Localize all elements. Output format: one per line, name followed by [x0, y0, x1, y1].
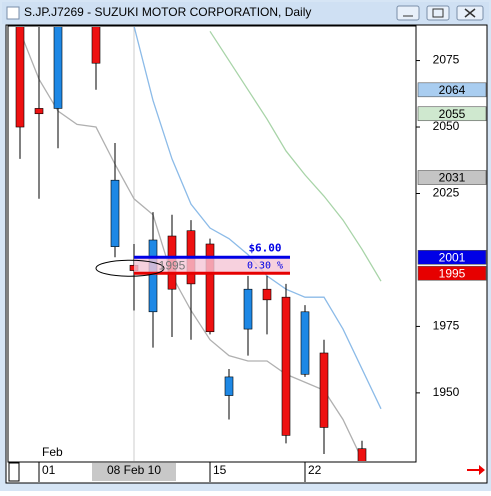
price-marker-label: 2055 — [439, 107, 466, 121]
plot-group: 1995 $6.00 0.30 % — [15, 27, 382, 461]
window-icon — [6, 6, 20, 20]
y-tick-label: 1975 — [433, 319, 460, 333]
candle-body — [15, 27, 25, 128]
measure-low-label: 1995 — [159, 258, 186, 272]
x-tick-label: 01 — [42, 463, 56, 477]
price-marker-label: 1995 — [439, 266, 466, 280]
price-marker — [417, 265, 487, 281]
candle-body — [34, 108, 44, 115]
y-tick-label: 2025 — [433, 186, 460, 200]
month-label: Feb — [42, 445, 63, 459]
title-bar — [2, 2, 489, 24]
candle-body — [91, 27, 101, 64]
price-marker-label: 2031 — [439, 171, 466, 185]
candle-body — [357, 448, 367, 461]
scroll-arrow[interactable] — [467, 465, 485, 475]
candle-body — [224, 376, 234, 396]
price-marker — [417, 249, 487, 265]
y-tick-label: 2050 — [433, 119, 460, 133]
window-title: S.JP.J7269 - SUZUKI MOTOR CORPORATION, D… — [24, 5, 311, 19]
y-tick-label: 1950 — [433, 385, 460, 399]
crosshair-date-box — [92, 463, 176, 481]
candle-body — [205, 243, 215, 333]
candle-body — [300, 311, 310, 375]
price-marker-label: 2001 — [439, 250, 466, 264]
candle-body — [281, 296, 291, 436]
x-tick-label: 15 — [213, 463, 227, 477]
maximize-button[interactable] — [426, 5, 450, 21]
y-tick-label: 2075 — [433, 53, 460, 67]
moving-average-line — [209, 30, 382, 282]
x-crosshair-label: 08 Feb 10 — [107, 463, 161, 477]
candle-body — [53, 27, 63, 109]
maximize-icon — [432, 8, 444, 18]
price-marker-label: 2064 — [439, 83, 466, 97]
price-marker — [417, 170, 487, 185]
close-icon — [464, 8, 476, 18]
candle-body — [262, 288, 272, 301]
candle-body — [243, 288, 253, 330]
candle-body — [319, 352, 329, 428]
price-marker — [417, 106, 487, 122]
minimize-button[interactable] — [396, 5, 420, 21]
measure-band — [134, 257, 290, 274]
scroll-box[interactable] — [8, 462, 20, 482]
x-tick-label: 22 — [308, 463, 322, 477]
price-marker — [417, 82, 487, 98]
candle-body — [110, 179, 120, 247]
measure-anchor — [95, 259, 165, 277]
measure-change-label: $6.00 — [248, 241, 281, 254]
measure-percent-label: 0.30 % — [247, 260, 283, 271]
candle-body — [148, 239, 158, 313]
